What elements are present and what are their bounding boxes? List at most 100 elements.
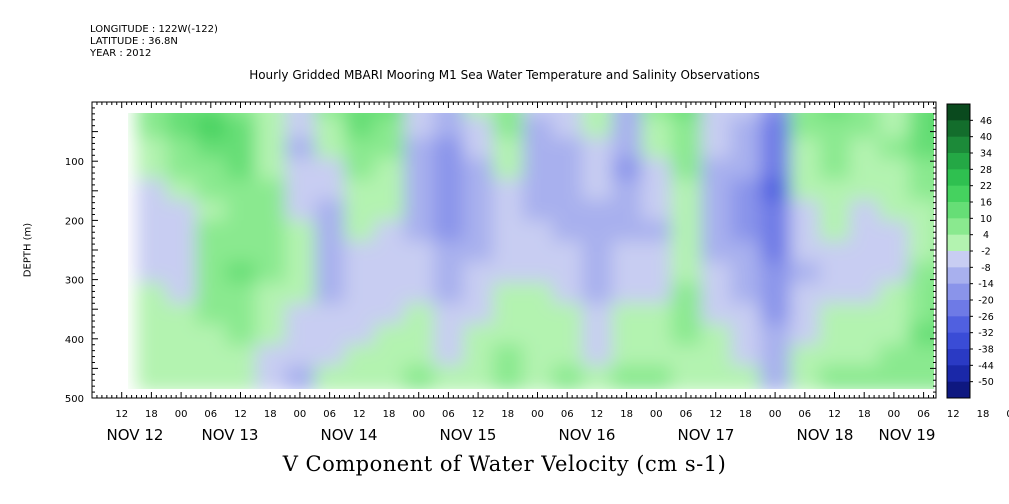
- colorbar-swatch: [947, 136, 970, 154]
- heatmap-cell: [582, 365, 613, 389]
- x-axis: 12 18 00 06 12 18 00 06 12 18 00 06 12 18 00 06 12 18 00 06…: [91, 102, 1009, 444]
- x-day-label: NOV 19: [879, 426, 936, 444]
- colorbar-swatch: [947, 251, 970, 268]
- colorbar-label: 16: [980, 198, 992, 209]
- y-axis: 100 200 300 400 500: [65, 101, 936, 405]
- colorbar-label: -14: [978, 279, 994, 290]
- heatmap-cell: [671, 365, 702, 389]
- latitude-label: LATITUDE : 36.8N: [90, 36, 178, 47]
- year-label: YEAR : 2012: [90, 48, 152, 59]
- x-hour-label: 00: [531, 409, 544, 420]
- colorbar-label: 28: [980, 165, 992, 176]
- heatmap-cell: [225, 365, 257, 389]
- colorbar-label: -50: [978, 377, 994, 388]
- longitude-label: LONGITUDE : 122W(-122): [90, 24, 218, 35]
- heatmap-cell: [998, 283, 1009, 310]
- heatmap-cell: [492, 365, 524, 389]
- colorbar-swatch: [947, 218, 970, 236]
- x-hour-label: 18: [264, 409, 277, 420]
- colorbar-swatch: [947, 153, 970, 170]
- x-day-label: NOV 13: [202, 426, 259, 444]
- chart-title: Hourly Gridded MBARI Mooring M1 Sea Wate…: [249, 68, 760, 82]
- colorbar-swatch: [947, 104, 970, 121]
- x-day-label: NOV 16: [559, 426, 616, 444]
- colorbar-swatch: [947, 316, 970, 334]
- heatmap-cell: [255, 365, 286, 389]
- heatmap-cell: [285, 365, 316, 389]
- x-hour-label: 12: [472, 409, 485, 420]
- y-tick-label: 500: [65, 394, 84, 405]
- heatmap-cell: [433, 365, 465, 389]
- colorbar-swatch: [947, 169, 970, 187]
- heatmap-cell: [998, 179, 1009, 206]
- x-hour-label: 06: [442, 409, 455, 420]
- x-hour-label: 18: [145, 409, 158, 420]
- heatmap-cell: [136, 365, 168, 389]
- x-hour-label: 00: [412, 409, 425, 420]
- x-day-label: NOV 12: [107, 426, 164, 444]
- x-hour-label: 12: [828, 409, 841, 420]
- heatmap-cell: [849, 365, 881, 389]
- heatmap-cell: [760, 365, 791, 389]
- colorbar-label: -8: [981, 263, 990, 274]
- heatmap-cell: [344, 365, 376, 389]
- x-hour-label: 06: [204, 409, 217, 420]
- x-hour-label: 00: [1006, 409, 1009, 420]
- variable-title: V Component of Water Velocity (cm s-1): [282, 452, 727, 476]
- colorbar-swatch: [947, 120, 970, 138]
- colorbar-swatch: [947, 381, 970, 399]
- colorbar-swatch: [947, 202, 970, 219]
- heatmap-cell: [998, 303, 1009, 330]
- colorbar-swatch: [947, 267, 970, 285]
- colorbar-label: -26: [978, 312, 994, 323]
- heatmap-cell: [998, 117, 1009, 144]
- colorbar-label: 4: [983, 230, 989, 241]
- x-hour-label: 12: [591, 409, 604, 420]
- heatmap-cell: [998, 262, 1009, 289]
- heatmap-cell: [522, 365, 554, 389]
- heatmap-cell: [611, 365, 643, 389]
- heatmap-cell: [998, 345, 1009, 372]
- colorbar-label: 40: [980, 132, 992, 143]
- heatmap-blur-group: [136, 96, 1009, 389]
- heatmap-cell: [998, 220, 1009, 247]
- colorbar-swatch: [947, 365, 970, 383]
- heatmap-cell: [700, 365, 732, 389]
- x-day-label: NOV 14: [321, 426, 378, 444]
- heatmap-cell: [790, 365, 821, 389]
- x-hour-label: 00: [650, 409, 663, 420]
- heatmap-cell: [998, 200, 1009, 227]
- x-hour-label: 00: [769, 409, 782, 420]
- heatmap-cell: [998, 96, 1009, 123]
- x-day-label: NOV 18: [797, 426, 854, 444]
- heatmap-cell: [879, 365, 910, 389]
- colorbar-swatch: [947, 300, 970, 317]
- x-hour-label: 12: [115, 409, 128, 420]
- colorbar-swatch: [947, 283, 970, 301]
- x-hour-label: 00: [888, 409, 901, 420]
- colorbar: 46 40 34 28 22 16 10 4 -2 -8 -14 -20 -26 -32 -38 -44 -50: [946, 103, 994, 399]
- heatmap-cell: [552, 365, 584, 389]
- colorbar-label: -20: [978, 296, 994, 307]
- colorbar-swatch: [947, 332, 970, 350]
- x-day-label: NOV 17: [678, 426, 735, 444]
- x-hour-label: 06: [917, 409, 930, 420]
- x-hour-label: 06: [680, 409, 693, 420]
- x-hour-label: 18: [501, 409, 514, 420]
- y-tick-label: 300: [65, 276, 84, 287]
- y-tick-label: 200: [65, 216, 84, 227]
- x-hour-label: 18: [977, 409, 990, 420]
- colorbar-label: -2: [981, 247, 990, 258]
- colorbar-label: 10: [980, 214, 992, 225]
- x-hour-label: 00: [175, 409, 188, 420]
- heatmap-cell: [908, 365, 934, 389]
- colorbar-label: 34: [980, 149, 992, 160]
- x-hour-label: 12: [234, 409, 247, 420]
- heatmap-cell: [998, 241, 1009, 268]
- x-hour-label: 06: [798, 409, 811, 420]
- missing-gap: [987, 382, 1009, 390]
- heatmap-cell: [374, 365, 405, 389]
- y-tick-label: 400: [65, 335, 84, 346]
- heatmap-cell: [463, 365, 494, 389]
- heatmap-cell: [641, 365, 673, 389]
